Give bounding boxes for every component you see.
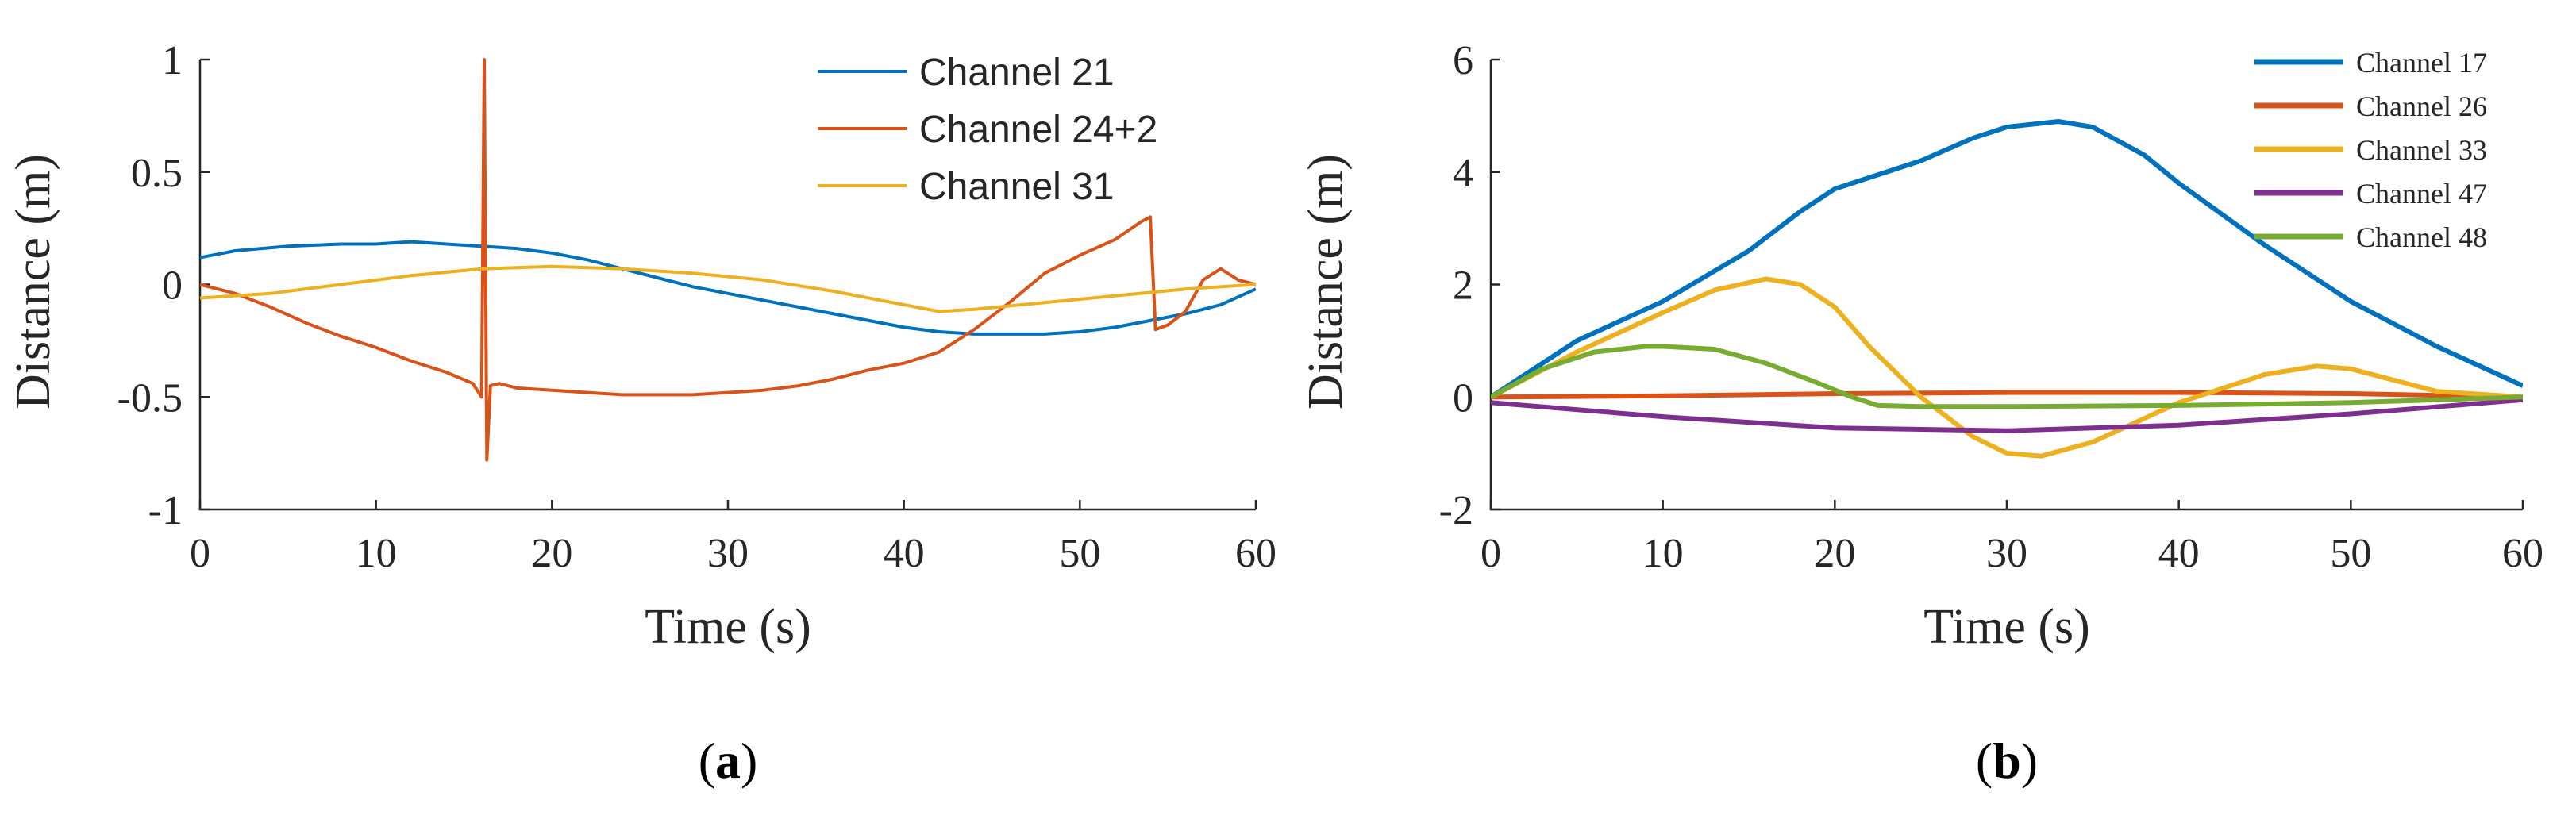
y-axis-title: Distance (m) (6, 154, 60, 410)
x-tick-label: 30 (1986, 531, 2027, 576)
x-tick-label: 20 (1814, 531, 1855, 576)
legend-entry: Channel 48 (2356, 221, 2487, 253)
x-axis-title: Time (s) (645, 600, 811, 654)
y-tick-label: -2 (1439, 488, 1473, 533)
series-line-channel-17 (1491, 119, 2523, 399)
x-tick-label: 0 (190, 531, 210, 576)
x-tick-label: 50 (2330, 531, 2371, 576)
x-tick-label: 50 (1059, 531, 1100, 576)
legend-entry: Channel 33 (2356, 134, 2487, 166)
series-line-channel-26 (1491, 390, 2523, 400)
y-tick-label: -0.5 (117, 375, 183, 421)
series-line-channel-33 (1491, 276, 2523, 459)
x-tick-label: 10 (356, 531, 397, 576)
x-tick-label: 60 (1235, 531, 1276, 576)
chart-panel-a: 0 10 20 30 40 50 60 -1 -0.5 0 0.5 1 Time (s) Distance… (6, 38, 1276, 789)
legend-entry: Channel 26 (2356, 90, 2487, 122)
x-tick-label: 0 (1481, 531, 1501, 576)
legend-entry: Channel 24+2 (919, 109, 1157, 151)
y-axis-title: Distance (m) (1299, 154, 1353, 410)
x-tick-label: 60 (2502, 531, 2543, 576)
x-tick-label: 10 (1642, 531, 1684, 576)
panel-label-a: (a) (699, 732, 758, 789)
y-tick-label: 0.5 (131, 151, 183, 196)
x-axis-title: Time (s) (1923, 600, 2090, 654)
legend: Channel 17 Channel 26 Channel 33 Channel 47… (2254, 47, 2487, 253)
x-tick-label: 40 (2158, 531, 2200, 576)
series-line-channel-24-2 (200, 58, 1256, 462)
y-tick-label: 1 (162, 38, 183, 83)
y-tick-label: 0 (162, 263, 183, 309)
legend-entry: Channel 17 (2356, 47, 2487, 79)
y-tick-label: -1 (148, 488, 183, 533)
y-tick-label: 6 (1453, 38, 1473, 83)
x-tick-label: 40 (884, 531, 925, 576)
series-line-channel-47 (1491, 397, 2523, 433)
legend-entry: Channel 47 (2356, 178, 2487, 210)
x-tick-label: 30 (707, 531, 749, 576)
series-line-channel-21 (200, 240, 1256, 336)
panel-label-b: (b) (1976, 732, 2038, 789)
legend-entry: Channel 31 (919, 166, 1115, 208)
y-tick-label: 0 (1453, 375, 1473, 421)
x-tick-label: 20 (531, 531, 572, 576)
y-tick-label: 2 (1453, 263, 1473, 309)
legend-entry: Channel 21 (919, 52, 1115, 94)
y-tick-label: 4 (1453, 151, 1473, 196)
series-line-channel-31 (200, 264, 1256, 313)
legend: Channel 21 Channel 24+2 Channel 31 (818, 52, 1157, 208)
series-line-channel-48 (1491, 344, 2523, 410)
